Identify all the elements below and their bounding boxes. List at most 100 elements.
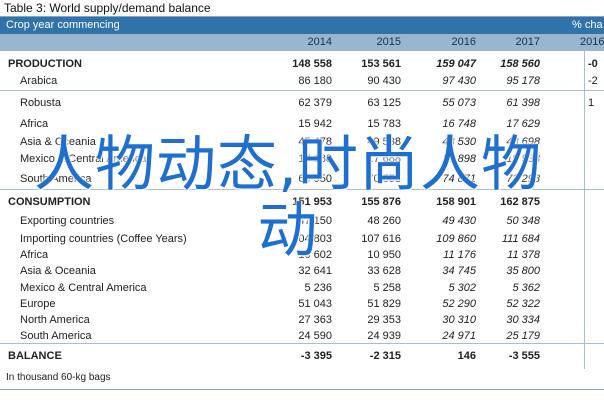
cell-pct-change: -2 [588,75,598,87]
row-label: Africa [20,118,49,130]
cell-value: 50 348 [506,215,540,227]
table-row: Exporting countries 47 150 48 260 49 430 50 … [0,213,604,230]
cell-value: 159 047 [436,58,476,70]
cell-value: 109 860 [436,233,476,245]
cell-value: -2 315 [369,350,401,362]
table-frame [0,16,604,390]
cell-value: 155 876 [361,196,401,208]
year-header-2014: 2014 [307,36,332,48]
cell-value: 10 602 [298,249,332,261]
year-header-2017: 2017 [515,36,540,48]
cell-value: 55 073 [442,97,476,109]
cell-value: 95 178 [506,75,540,87]
cell-value: 29 353 [367,314,401,326]
cell-value: 19 938 [506,153,540,165]
cell-value: 48 260 [367,215,401,227]
cell-value: 72 298 [506,173,540,185]
cell-value: 90 430 [367,75,401,87]
table-header-band: Crop year commencing % cha [0,17,604,34]
row-label: Arabica [20,75,58,87]
table-row: Asia & Oceania 32 641 33 628 34 745 35 800 [0,263,604,280]
table-row: Robusta 62 379 63 125 55 073 61 398 1 [0,95,604,112]
cell-value: -3 555 [508,350,540,362]
cell-value: 51 043 [298,298,332,310]
cell-value: 15 942 [298,118,332,130]
year-header-2016: 2016 [451,36,476,48]
cell-value: 153 561 [361,58,401,70]
cell-value: 48 698 [506,136,540,148]
cell-value: 49 430 [442,215,476,227]
cell-value: 69 950 [298,173,332,185]
cell-value: 34 745 [442,265,476,277]
cell-value: 5 302 [448,282,476,294]
cell-value: 107 616 [361,233,401,245]
cell-pct-change: 1 [588,97,595,109]
row-separator [0,343,604,344]
row-separator [0,90,604,91]
cell-value: 17 688 [367,153,401,165]
cell-value: 5 362 [512,282,540,294]
row-label: Mexico & Central America [20,282,147,294]
percent-change-heading: % cha [572,19,603,31]
row-label: Mexico & Central America [20,153,147,165]
row-separator [0,189,604,190]
cell-value: 33 628 [367,265,401,277]
row-label: PRODUCTION [8,58,82,70]
row-label: Asia & Oceania [20,265,96,277]
cell-value: 17 188 [298,153,332,165]
cell-value: 52 322 [506,298,540,310]
cell-value: 97 430 [442,75,476,87]
cell-value: 70 553 [367,173,401,185]
cell-value: 16 748 [442,118,476,130]
row-label: North America [20,314,90,326]
cell-value: 62 379 [298,97,332,109]
row-label: South America [20,330,92,342]
table-row: Mexico & Central America 5 236 5 258 5 302 5… [0,280,604,297]
table-row: Europe 51 043 51 829 52 290 52 322 [0,296,604,313]
cell-value: 151 953 [292,196,332,208]
table-row: Arabica 86 180 90 430 97 430 95 178 -2 [0,73,604,90]
row-label: BALANCE [8,350,62,362]
cell-value: 24 971 [442,330,476,342]
row-label: Robusta [20,97,61,109]
column-divider [584,51,585,369]
cell-value: 104 803 [292,233,332,245]
cell-value: 48 530 [442,136,476,148]
cell-value: 5 258 [373,282,401,294]
year-header-band: 2014 2015 2016 2017 2016 [0,34,604,51]
row-label: Importing countries (Coffee Years) [20,233,187,245]
table-row: North America 27 363 29 353 30 310 30 334 [0,312,604,329]
cell-value: 17 629 [506,118,540,130]
cell-value: 47 150 [298,215,332,227]
cell-value: 5 236 [304,282,332,294]
cell-value: 61 398 [506,97,540,109]
cell-value: 162 875 [500,196,540,208]
crop-year-heading: Crop year commencing [6,19,120,31]
table-row: Africa 15 942 15 783 16 748 17 629 [0,116,604,133]
table-row: Asia & Oceania 45 478 49 538 48 530 48 698 [0,134,604,151]
cell-value: 63 125 [367,97,401,109]
cell-value: 24 590 [298,330,332,342]
cell-value: 45 478 [298,136,332,148]
overlay-watermark-text: 人物动态,时尚人物动 [33,130,543,266]
cell-value: 86 180 [298,75,332,87]
row-label: South America [20,173,92,185]
cell-value: 30 310 [442,314,476,326]
year-header-2015: 2015 [376,36,401,48]
row-label: Exporting countries [20,215,115,227]
cell-value: 158 560 [500,58,540,70]
cell-value: -3 395 [300,350,332,362]
section-row: PRODUCTION 148 558 153 561 159 047 158 560 -0 [0,56,604,73]
section-row: BALANCE -3 395 -2 315 146 -3 555 [0,348,604,365]
cell-value: 25 179 [506,330,540,342]
cell-value: 146 [457,350,476,362]
cell-value: 11 378 [507,249,540,261]
table-footnote: In thousand 60-kg bags [6,372,111,383]
table-row: South America 24 590 24 939 24 971 25 179 [0,328,604,345]
row-label: Asia & Oceania [20,136,96,148]
section-row: CONSUMPTION 151 953 155 876 158 901 162 875 [0,194,604,211]
cell-value: 24 939 [367,330,401,342]
cell-value: 158 901 [436,196,476,208]
cell-value: 30 334 [506,314,540,326]
cell-value: 27 363 [298,314,332,326]
